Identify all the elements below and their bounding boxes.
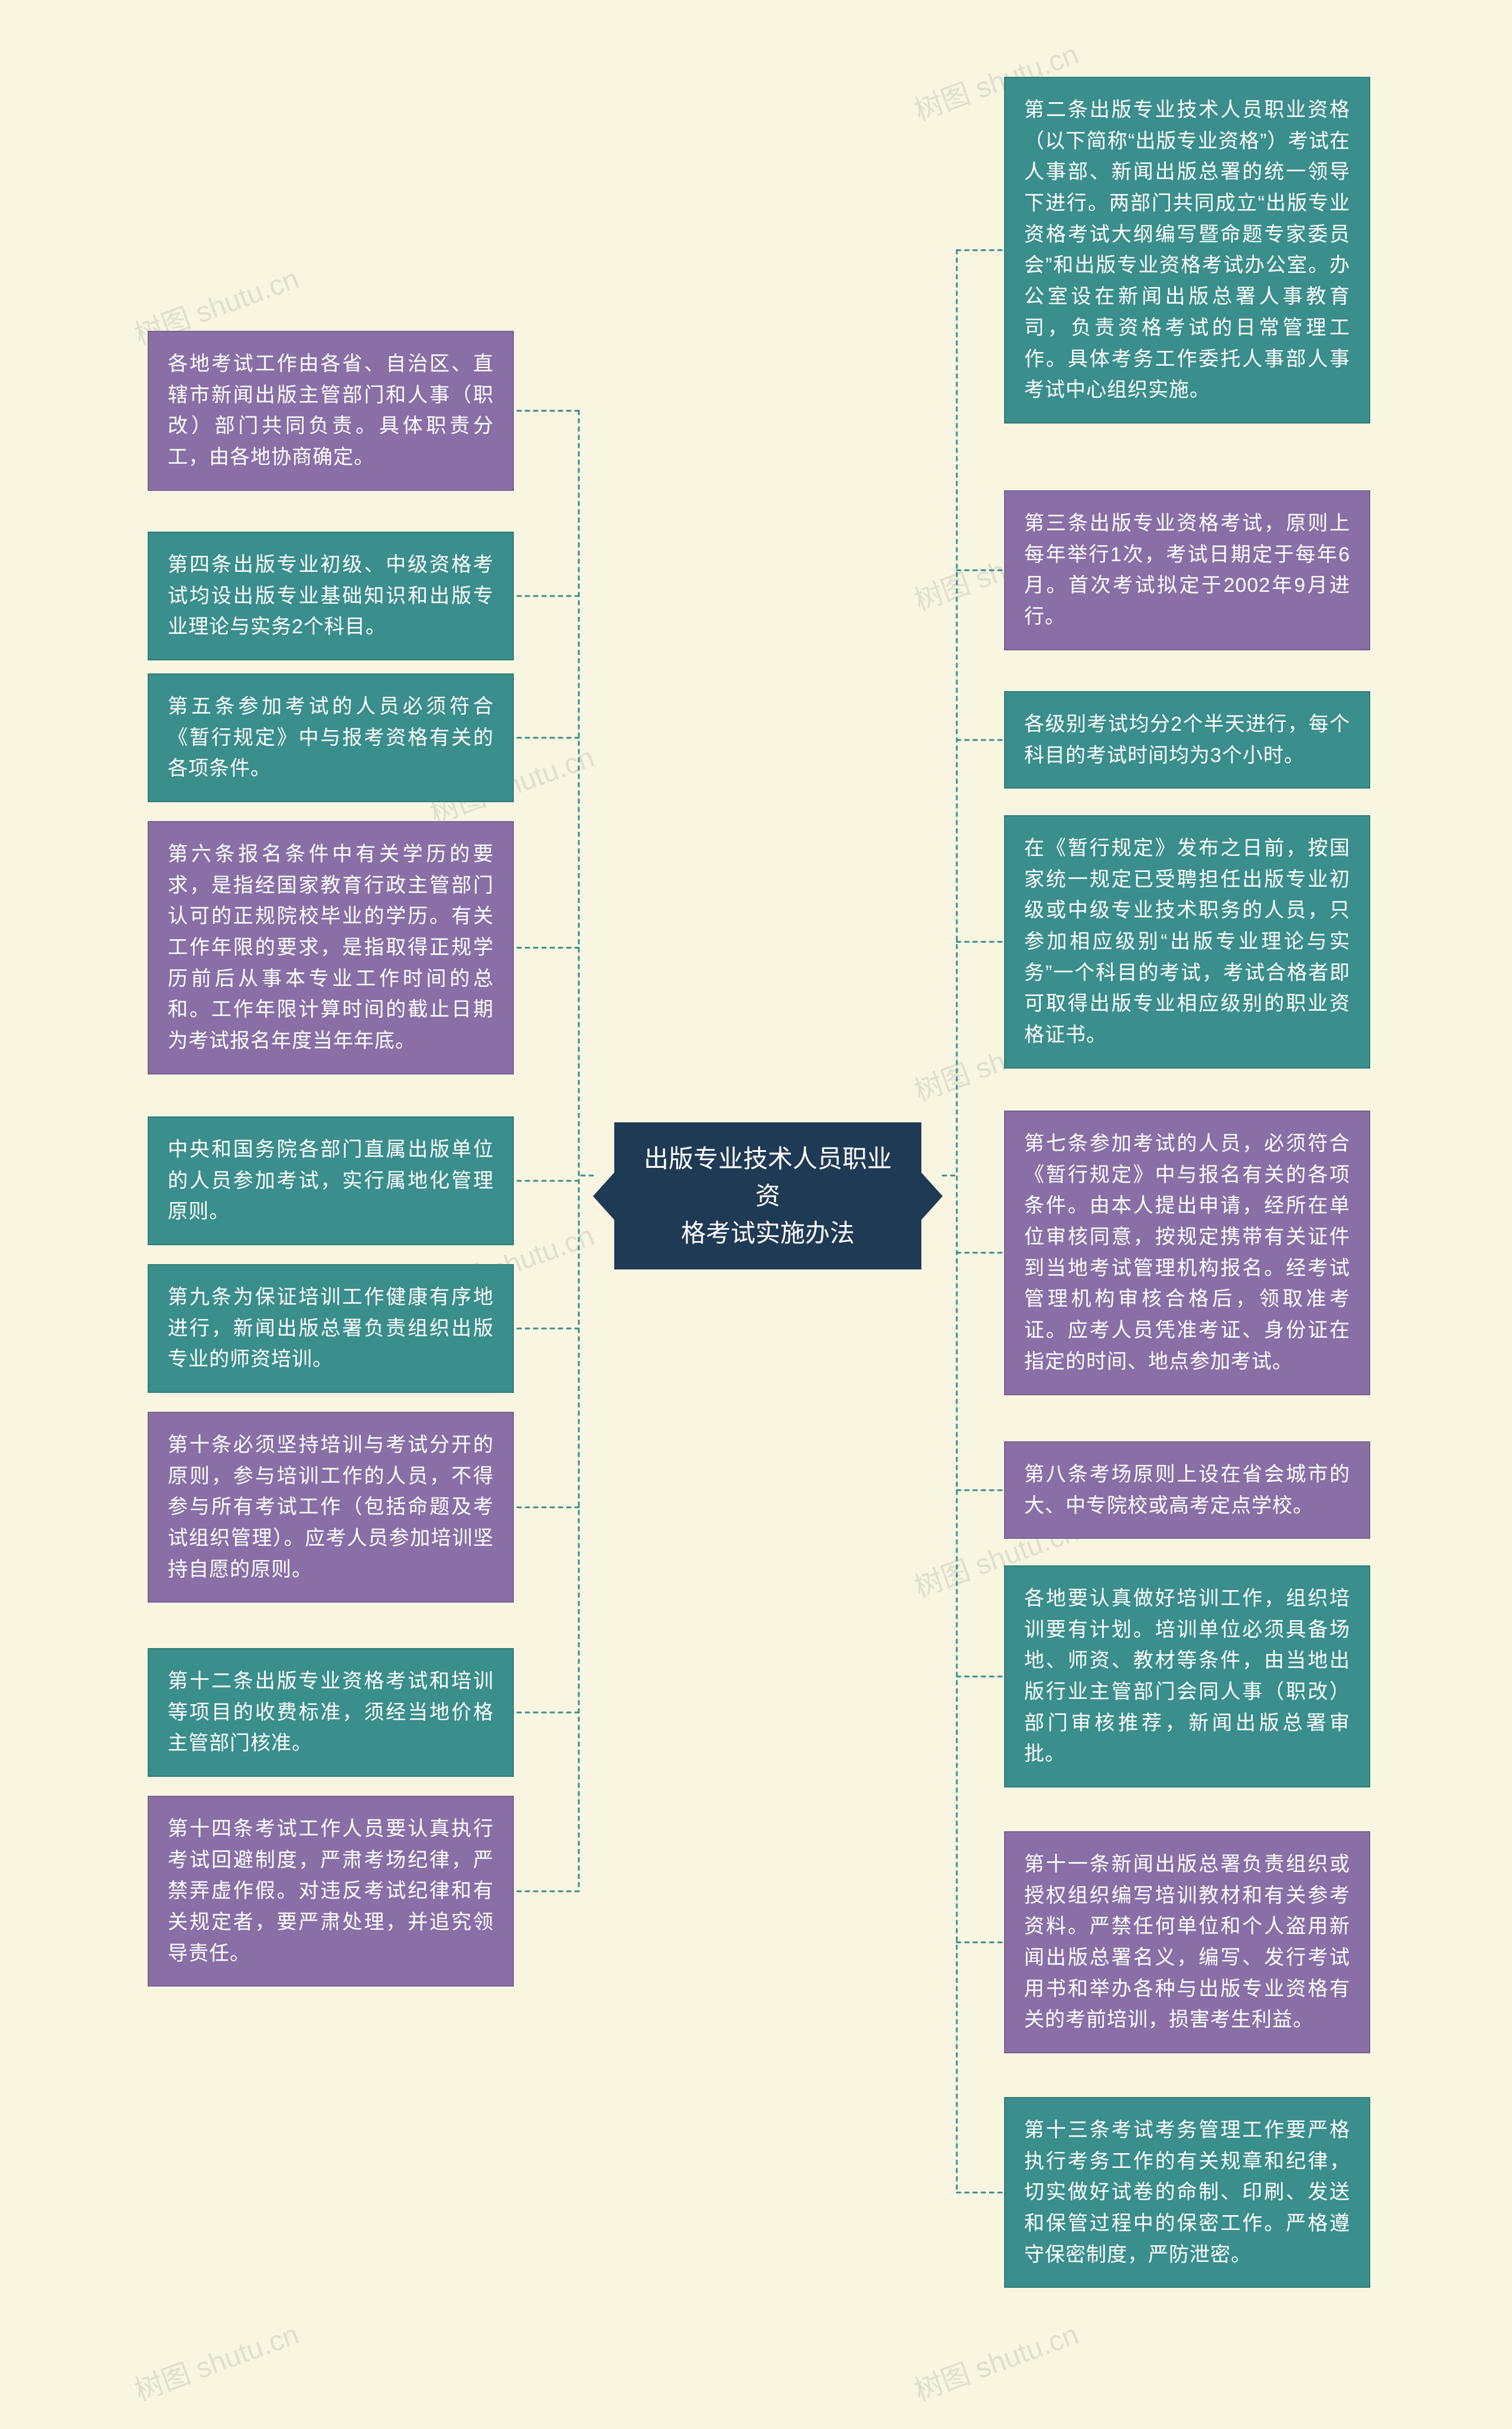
leaf-L1: 各地考试工作由各省、自治区、直辖市新闻出版主管部门和人事（职改）部门共同负责。具… xyxy=(148,331,514,491)
watermark: 树图 shutu.cn xyxy=(908,2311,1083,2408)
leaf-R7: 各地要认真做好培训工作，组织培训要有计划。培训单位必须具备场地、师资、教材等条件… xyxy=(1004,1565,1370,1787)
center-arrow-right xyxy=(921,1173,943,1220)
center-node: 出版专业技术人员职业资 格考试实施办法 xyxy=(614,1122,921,1269)
leaf-L5: 中央和国务院各部门直属出版单位的人员参加考试，实行属地化管理原则。 xyxy=(148,1116,514,1245)
leaf-R1: 第二条出版专业技术人员职业资格（以下简称“出版专业资格”）考试在人事部、新闻出版… xyxy=(1004,77,1370,424)
leaf-L7: 第十条必须坚持培训与考试分开的原则，参与培训工作的人员，不得参与所有考试工作（包… xyxy=(148,1412,514,1603)
leaf-L3: 第五条参加考试的人员必须符合《暂行规定》中与报考资格有关的各项条件。 xyxy=(148,673,514,802)
leaf-L9: 第十四条考试工作人员要认真执行考试回避制度，严肃考场纪律，严禁弄虚作假。对违反考… xyxy=(148,1796,514,1987)
center-arrow-left xyxy=(593,1173,614,1220)
leaf-R2: 第三条出版专业资格考试，原则上每年举行1次，考试日期定于每年6月。首次考试拟定于… xyxy=(1004,490,1370,650)
leaf-R3: 各级别考试均分2个半天进行，每个科目的考试时间均为3个小时。 xyxy=(1004,691,1370,789)
leaf-L6: 第九条为保证培训工作健康有序地进行，新闻出版总署负责组织出版专业的师资培训。 xyxy=(148,1264,514,1393)
leaf-R6: 第八条考场原则上设在省会城市的大、中专院校或高考定点学校。 xyxy=(1004,1441,1370,1539)
center-title: 出版专业技术人员职业资 格考试实施办法 xyxy=(638,1140,898,1252)
watermark: 树图 shutu.cn xyxy=(128,2311,304,2408)
leaf-R8: 第十一条新闻出版总署负责组织或授权组织编写培训教材和有关参考资料。严禁任何单位和… xyxy=(1004,1831,1370,2053)
leaf-L4: 第六条报名条件中有关学历的要求，是指经国家教育行政主管部门认可的正规院校毕业的学… xyxy=(148,821,514,1075)
leaf-L8: 第十二条出版专业资格考试和培训等项目的收费标准，须经当地价格主管部门核准。 xyxy=(148,1648,514,1777)
leaf-L2: 第四条出版专业初级、中级资格考试均设出版专业基础知识和出版专业理论与实务2个科目… xyxy=(148,532,514,660)
leaf-R5: 第七条参加考试的人员，必须符合《暂行规定》中与报名有关的各项条件。由本人提出申请… xyxy=(1004,1111,1370,1395)
leaf-R9: 第十三条考试考务管理工作要严格执行考务工作的有关规章和纪律，切实做好试卷的命制、… xyxy=(1004,2097,1370,2288)
leaf-R4: 在《暂行规定》发布之日前，按国家统一规定已受聘担任出版专业初级或中级专业技术职务… xyxy=(1004,815,1370,1069)
